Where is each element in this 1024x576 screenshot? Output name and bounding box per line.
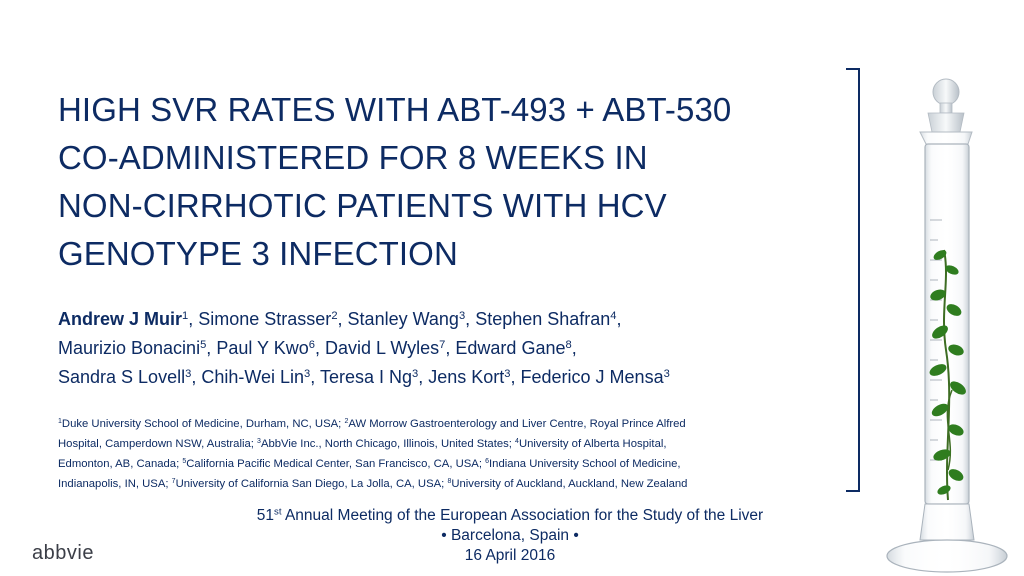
author-name: Andrew J Muir — [58, 309, 183, 329]
author-separator: , — [418, 367, 429, 387]
author-name: David L Wyles — [324, 338, 440, 358]
author-line: Andrew J Muir1, Simone Strasser2, Stanle… — [58, 305, 848, 334]
author-affiliation-number: 3 — [185, 367, 192, 380]
author-affiliation-number: 1 — [182, 309, 189, 322]
author: Andrew J Muir1, — [58, 309, 198, 329]
affiliation-text: University of Alberta Hospital, — [518, 438, 667, 450]
author-affiliation-number: 4 — [610, 309, 617, 322]
affiliation-number: 5 — [182, 458, 187, 466]
author: Teresa I Ng3, — [320, 367, 428, 387]
author: Simone Strasser2, — [198, 309, 347, 329]
title-line-1: HIGH SVR RATES WITH ABT-493 + ABT-530 — [58, 91, 732, 128]
affiliation-text: Edmonton, AB, Canada; — [58, 458, 183, 470]
title-bracket — [846, 68, 860, 492]
affiliation-number: 7 — [171, 478, 176, 486]
author: Jens Kort3, — [428, 367, 520, 387]
author-separator: , — [465, 309, 476, 329]
affiliation-text: University of California San Diego, La J… — [175, 478, 448, 490]
author-list: Andrew J Muir1, Simone Strasser2, Stanle… — [58, 305, 848, 392]
meeting-info: 51st Annual Meeting of the European Asso… — [200, 506, 820, 566]
author-separator: , — [571, 338, 577, 358]
affiliation-number: 6 — [485, 458, 490, 466]
affiliation-text: AbbVie Inc., North Chicago, Illinois, Un… — [260, 438, 516, 450]
author-separator: , — [510, 367, 521, 387]
author-name: Simone Strasser — [198, 309, 332, 329]
author: Paul Y Kwo6, — [216, 338, 325, 358]
author-affiliation-number: 3 — [504, 367, 511, 380]
author: Edward Gane8, — [455, 338, 576, 358]
author-separator: , — [191, 367, 202, 387]
author: Sandra S Lovell3, — [58, 367, 201, 387]
author-name: Paul Y Kwo — [216, 338, 309, 358]
title-line-3: NON-CIRRHOTIC PATIENTS WITH HCV — [58, 187, 667, 224]
author-name: Edward Gane — [455, 338, 566, 358]
author-name: Stanley Wang — [347, 309, 459, 329]
affiliation-text: University of Auckland, Auckland, New Ze… — [451, 478, 688, 490]
affiliation-number: 8 — [447, 478, 452, 486]
affiliation-text: AW Morrow Gastroenterology and Liver Cen… — [348, 418, 686, 430]
author-affiliation-number: 5 — [200, 338, 207, 351]
author-separator: , — [310, 367, 320, 387]
meeting-number: 51 — [256, 507, 275, 524]
author-line: Sandra S Lovell3, Chih-Wei Lin3, Teresa … — [58, 363, 848, 392]
author-name: Chih-Wei Lin — [201, 367, 305, 387]
author: Stanley Wang3, — [348, 309, 476, 329]
author-affiliation-number: 3 — [663, 367, 670, 380]
author-affiliation-number: 6 — [308, 338, 315, 351]
meeting-ordinal: st — [274, 506, 282, 518]
title-line-2: CO-ADMINISTERED FOR 8 WEEKS IN — [58, 139, 648, 176]
author-separator: , — [616, 309, 622, 329]
author-affiliation-number: 2 — [331, 309, 338, 322]
author-name: Sandra S Lovell — [58, 367, 186, 387]
author-name: Jens Kort — [428, 367, 505, 387]
affiliation-number: 1 — [58, 418, 62, 426]
author-name: Maurizio Bonacini — [58, 338, 201, 358]
affiliation-text: Indiana University School of Medicine, — [489, 458, 681, 470]
author: Chih-Wei Lin3, — [201, 367, 320, 387]
affiliation-text: California Pacific Medical Center, San F… — [186, 458, 486, 470]
affiliation-number: 2 — [344, 418, 349, 426]
author-separator: , — [337, 309, 348, 329]
author: Stephen Shafran4, — [475, 309, 621, 329]
author-name: Federico J Mensa — [520, 367, 664, 387]
author-affiliation-number: 8 — [565, 338, 572, 351]
slide-title: HIGH SVR RATES WITH ABT-493 + ABT-530 CO… — [58, 86, 858, 278]
author-affiliation-number: 3 — [304, 367, 311, 380]
author-name: Teresa I Ng — [319, 367, 412, 387]
affiliation-text: Hospital, Camperdown NSW, Australia; — [58, 438, 258, 450]
title-line-4: GENOTYPE 3 INFECTION — [58, 235, 458, 272]
affiliation-number: 3 — [257, 438, 261, 446]
author-separator: , — [188, 309, 199, 329]
author-separator: , — [206, 338, 217, 358]
author: David L Wyles7, — [325, 338, 455, 358]
affiliation-line: Hospital, Camperdown NSW, Australia; 3Ab… — [58, 434, 838, 454]
author-separator: , — [445, 338, 456, 358]
author-affiliation-number: 3 — [412, 367, 419, 380]
affiliation-text: Indianapolis, IN, USA; — [58, 478, 172, 490]
meeting-name: 51st Annual Meeting of the European Asso… — [200, 506, 820, 526]
author: Federico J Mensa3 — [521, 367, 670, 387]
affiliation-number: 4 — [515, 438, 519, 446]
affiliation-line: Edmonton, AB, Canada; 5California Pacifi… — [58, 454, 838, 474]
author-line: Maurizio Bonacini5, Paul Y Kwo6, David L… — [58, 334, 848, 363]
graduated-cylinder-with-plant-icon — [886, 78, 1008, 573]
author-separator: , — [314, 338, 325, 358]
author-affiliation-number: 3 — [458, 309, 466, 322]
author-name: Stephen Shafran — [475, 309, 611, 329]
author: Maurizio Bonacini5, — [58, 338, 216, 358]
author-affiliation-number: 7 — [439, 338, 446, 351]
affiliation-list: 1Duke University School of Medicine, Dur… — [58, 414, 838, 494]
meeting-date: 16 April 2016 — [464, 547, 556, 564]
meeting-location: • Barcelona, Spain • — [441, 527, 579, 544]
affiliation-line: Indianapolis, IN, USA; 7University of Ca… — [58, 474, 838, 494]
affiliation-line: 1Duke University School of Medicine, Dur… — [58, 414, 838, 434]
abbvie-logo: abbvie — [32, 542, 94, 564]
affiliation-text: Duke University School of Medicine, Durh… — [61, 418, 345, 430]
meeting-title: Annual Meeting of the European Associati… — [281, 507, 764, 524]
